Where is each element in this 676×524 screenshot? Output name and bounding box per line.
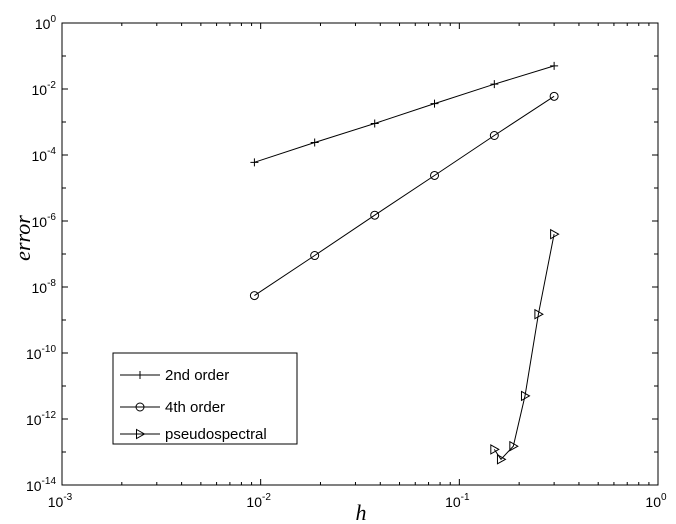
- legend-label-4th-order: 4th order: [165, 399, 225, 416]
- legend-marker-pseudospectral: [136, 428, 146, 440]
- x-tick-label: 10-2: [246, 492, 271, 510]
- legend-marker-symbol: [135, 402, 145, 412]
- y-tick-label: 10-2: [32, 80, 57, 98]
- data-point-pseudospectral: [534, 308, 544, 320]
- data-point-pseudospectral: [490, 444, 500, 455]
- series-4th-order: [249, 91, 559, 301]
- y-axis-title: error: [10, 215, 35, 261]
- series-line-4th-order: [254, 95, 555, 297]
- data-point-4th-order: [430, 170, 440, 180]
- data-point-4th-order: [489, 130, 499, 140]
- data-point-pseudospectral: [509, 440, 519, 452]
- data-point-4th-order: [370, 210, 380, 220]
- data-point-pseudospectral: [550, 228, 560, 240]
- legend-marker-4th-order: [135, 402, 145, 412]
- data-point-2nd-order: [490, 80, 499, 89]
- series-pseudospectral: [490, 228, 560, 465]
- legend-label-2nd-order: 2nd order: [165, 367, 229, 384]
- legend-label-pseudospectral: pseudospectral: [165, 426, 267, 443]
- legend-entry-pseudospectral: pseudospectral: [120, 426, 267, 443]
- x-tick-label: 10-3: [48, 492, 73, 510]
- data-point-2nd-order: [370, 119, 379, 128]
- y-tick-label: 10-6: [32, 212, 57, 230]
- data-point-pseudospectral: [496, 453, 507, 465]
- x-tick-label: 10-1: [445, 492, 470, 510]
- x-axis-title: h: [356, 500, 367, 524]
- data-point-2nd-order: [430, 99, 439, 108]
- series-2nd-order: [250, 61, 559, 167]
- y-tick-label: 10-4: [32, 146, 57, 164]
- y-tick-label: 10-12: [26, 410, 56, 428]
- data-point-2nd-order: [250, 158, 259, 167]
- data-point-2nd-order: [310, 138, 319, 147]
- legend-marker-2nd-order: [136, 371, 144, 379]
- x-tick-label: 100: [645, 492, 667, 510]
- legend-entry-2nd-order: 2nd order: [120, 367, 229, 384]
- y-tick-label: 10-10: [26, 344, 56, 362]
- legend-marker-symbol: [136, 428, 146, 440]
- data-point-4th-order: [310, 251, 320, 261]
- legend-entry-4th-order: 4th order: [120, 399, 225, 416]
- data-point-4th-order: [549, 91, 559, 101]
- data-point-pseudospectral: [520, 390, 531, 402]
- series-line-2nd-order: [254, 65, 555, 163]
- y-tick-label: 10-8: [32, 278, 57, 296]
- y-tick-label: 100: [35, 14, 57, 32]
- y-tick-label: 10-14: [26, 476, 56, 494]
- axis-ticks: 10-3 10-2 10-1 100 100 10-2 10-4 10-6 10-8 10-10 1…: [26, 14, 667, 510]
- series-layer: [249, 61, 560, 465]
- data-point-2nd-order: [550, 61, 559, 70]
- data-point-4th-order: [249, 291, 259, 301]
- legend: 2nd order 4th order pseudospectral: [112, 352, 298, 445]
- series-line-pseudospectral: [493, 234, 555, 461]
- legend-box: [112, 352, 298, 445]
- legend-marker-symbol: [136, 371, 144, 379]
